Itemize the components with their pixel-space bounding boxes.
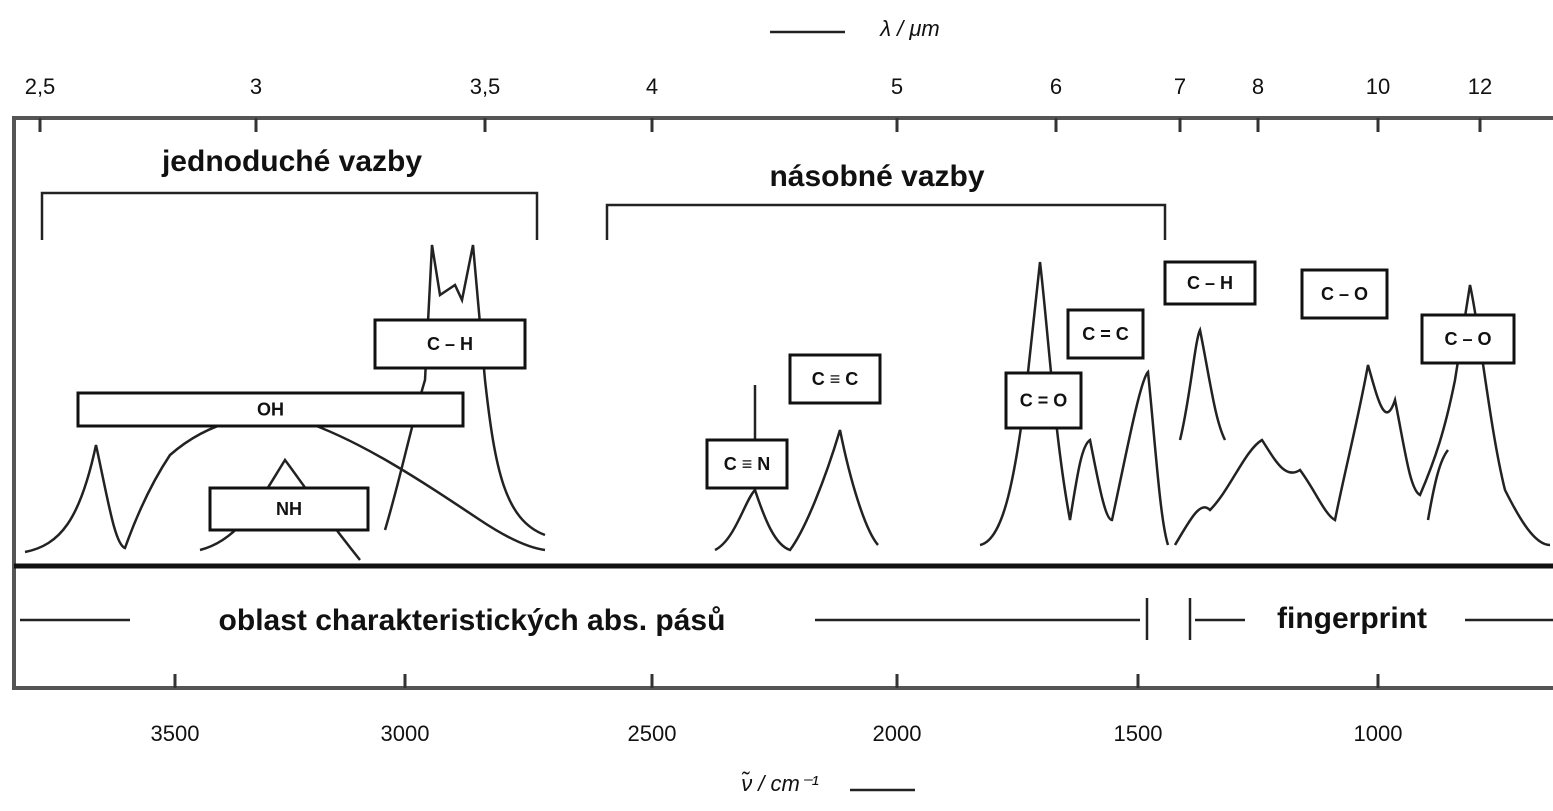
band-box: C – H xyxy=(373,318,527,370)
axis-title: ν̃ / cm⁻¹ xyxy=(741,771,819,796)
band-label: C – O xyxy=(1444,329,1491,349)
bottom-tick-label: 1500 xyxy=(1114,721,1163,746)
top-tick-label: 2,5 xyxy=(25,74,56,99)
band-rect xyxy=(1163,260,1257,306)
band-rect xyxy=(76,391,465,428)
band-box: C ≡ C xyxy=(788,353,882,405)
spectrum-curve xyxy=(714,385,879,552)
band-rect xyxy=(1300,268,1389,320)
spectrum-curve xyxy=(1178,326,1227,441)
band-label: C = O xyxy=(1020,390,1068,410)
band-box: C ≡ N xyxy=(705,438,789,490)
bottom-tick-label: 1000 xyxy=(1354,721,1403,746)
multiple-bonds-bracket xyxy=(605,203,1167,240)
frame xyxy=(12,116,1553,690)
top-tick-label: 12 xyxy=(1468,74,1492,99)
band-box: C – O xyxy=(1300,268,1389,320)
region-label: fingerprint xyxy=(1277,602,1427,635)
band-rect xyxy=(1420,313,1516,365)
band-box: C = C xyxy=(1066,308,1145,360)
band-rect xyxy=(705,438,789,490)
ticks: 2,5 3 3,5 4 5 6 7 8 10 12 3500 3000 2500 2000 1500 1000 xyxy=(25,74,1493,746)
axis-title: λ / μm xyxy=(879,16,940,41)
bottom-tick-label: 2000 xyxy=(873,721,922,746)
band-box: C = O xyxy=(1004,371,1083,430)
band-label: C – O xyxy=(1321,284,1368,304)
bottom-tick-label: 3500 xyxy=(151,721,200,746)
brackets xyxy=(20,30,1553,792)
top-tick-label: 7 xyxy=(1174,74,1186,99)
band-rect xyxy=(1066,308,1145,360)
band-label: C ≡ N xyxy=(724,454,771,474)
band-box: C – O xyxy=(1420,313,1516,365)
band-rect xyxy=(373,318,527,370)
region-label: jednoduché vazby xyxy=(161,145,422,178)
band-label: C ≡ C xyxy=(812,369,859,389)
spectrum-curve xyxy=(383,244,546,537)
band-rect xyxy=(208,486,370,532)
region-label: násobné vazby xyxy=(769,160,984,193)
band-label: C – H xyxy=(427,334,473,354)
band-label: C – H xyxy=(1187,273,1233,293)
single-bonds-bracket xyxy=(40,191,539,240)
region-label: oblast charakteristických abs. pásů xyxy=(219,604,726,637)
band-box: OH xyxy=(76,391,465,428)
top-tick-label: 8 xyxy=(1252,74,1264,99)
top-tick-label: 10 xyxy=(1366,74,1390,99)
top-tick-label: 5 xyxy=(891,74,903,99)
band-label: C = C xyxy=(1082,324,1129,344)
band-rect xyxy=(1004,371,1083,430)
spectrum-curve xyxy=(1426,449,1450,521)
bottom-tick-label: 3000 xyxy=(381,721,430,746)
band-label: OH xyxy=(257,399,284,419)
top-tick-label: 3,5 xyxy=(470,74,501,99)
band-rect xyxy=(788,353,882,405)
bottom-tick-label: 2500 xyxy=(628,721,677,746)
band-label: NH xyxy=(276,499,302,519)
top-tick-label: 6 xyxy=(1050,74,1062,99)
spectrum-curve xyxy=(24,415,546,554)
top-tick-label: 4 xyxy=(646,74,658,99)
bands: C – H OH NH C ≡ N C ≡ C C = O C = C C – H C – O C… xyxy=(76,260,1516,532)
band-box: NH xyxy=(208,486,370,532)
top-tick-label: 3 xyxy=(250,74,262,99)
band-box: C – H xyxy=(1163,260,1257,306)
